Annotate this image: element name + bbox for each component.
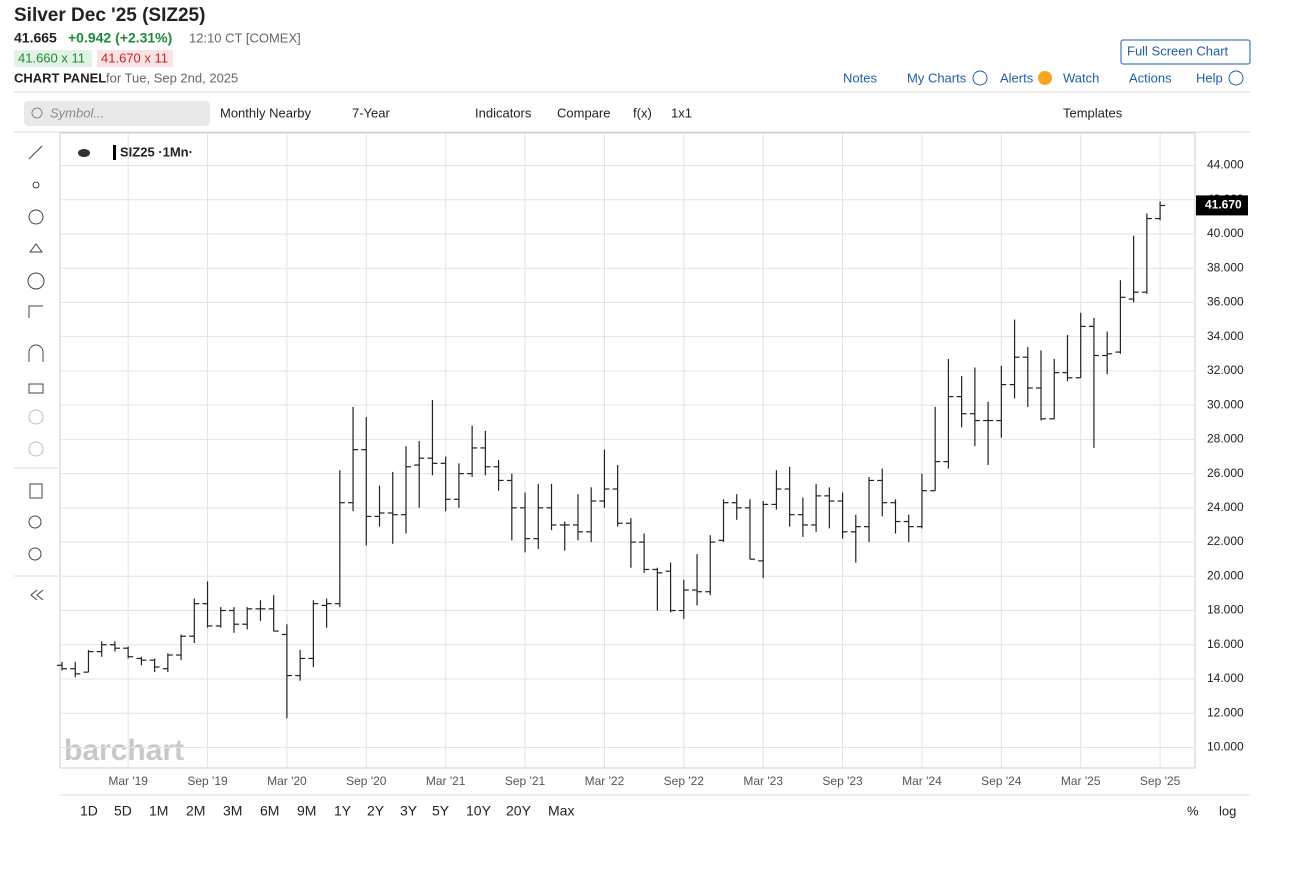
x-tick-label: Mar '22	[585, 774, 625, 788]
x-tick-label: Mar '21	[426, 774, 466, 788]
y-tick-label: 16.000	[1207, 637, 1244, 651]
full-screen-button[interactable]	[1120, 39, 1251, 65]
help[interactable]: Help	[1196, 70, 1223, 85]
ask: 41.670 x 11	[101, 50, 168, 65]
notes[interactable]: Notes	[843, 70, 877, 85]
ask-box	[97, 50, 173, 67]
tool-indicators[interactable]: Indicators	[475, 105, 532, 120]
x-tick-label: Mar '20	[267, 774, 307, 788]
y-tick-label: 26.000	[1207, 466, 1244, 480]
y-tick-label: 18.000	[1207, 603, 1244, 617]
panel: CHART PANEL	[14, 70, 106, 85]
range-button[interactable]: 1Y	[334, 803, 352, 819]
x-tick-label: Mar '25	[1061, 774, 1101, 788]
tool-compare[interactable]: Compare	[557, 105, 610, 120]
bid: 41.660 x 11	[18, 50, 85, 65]
range-button[interactable]: Max	[548, 803, 574, 819]
percent[interactable]: %	[1187, 803, 1199, 818]
x-tick-label: Sep '25	[1140, 774, 1181, 788]
range-button[interactable]: 1D	[80, 803, 98, 819]
range-button[interactable]: 3Y	[400, 803, 418, 819]
x-tick-label: Sep '20	[346, 774, 387, 788]
legend-swatch	[113, 145, 116, 160]
x-tick-label: Mar '19	[108, 774, 148, 788]
price-tag-label: 41.670	[1205, 198, 1242, 212]
range-button[interactable]: 6M	[260, 803, 279, 819]
actions[interactable]: Actions	[1129, 70, 1172, 85]
x-tick-label: Sep '19	[187, 774, 228, 788]
eye-icon	[78, 149, 90, 157]
help-icon	[1228, 70, 1244, 86]
plot-frame	[59, 132, 1196, 769]
full-screen-label[interactable]: Full Screen Chart	[1127, 43, 1229, 58]
y-tick-label: 40.000	[1207, 226, 1244, 240]
y-tick-label: 28.000	[1207, 432, 1244, 446]
range-button[interactable]: 1M	[149, 803, 168, 819]
symbol-box[interactable]	[24, 101, 210, 126]
title: Silver Dec '25 (SIZ25)	[14, 5, 205, 26]
price-tag	[1196, 195, 1248, 216]
range-button[interactable]: 5D	[114, 803, 132, 819]
y-tick-label: 22.000	[1207, 534, 1244, 548]
alerts[interactable]: Alerts	[1000, 70, 1034, 85]
x-tick-label: Mar '23	[743, 774, 783, 788]
x-tick-label: Sep '21	[505, 774, 546, 788]
y-tick-label: 32.000	[1207, 363, 1244, 377]
y-tick-label: 34.000	[1207, 329, 1244, 343]
watch[interactable]: Watch	[1063, 70, 1099, 85]
legend: SIZ25 ·1Mn·	[120, 144, 193, 159]
symbol-placeholder[interactable]: Symbol...	[50, 105, 104, 120]
range-button[interactable]: 3M	[223, 803, 242, 819]
y-tick-label: 30.000	[1207, 397, 1244, 411]
y-tick-label: 12.000	[1207, 705, 1244, 719]
y-tick-label: 24.000	[1207, 500, 1244, 514]
templates[interactable]: Templates	[1063, 105, 1123, 120]
left-tools	[27, 145, 45, 601]
change: +0.942 (+2.31%)	[68, 30, 172, 46]
range-button[interactable]: 2M	[186, 803, 205, 819]
last-price: 41.665	[14, 30, 57, 46]
range-button[interactable]: 10Y	[466, 803, 492, 819]
bid-box	[14, 50, 92, 67]
x-tick-label: Sep '24	[981, 774, 1022, 788]
range-button[interactable]: 2Y	[367, 803, 385, 819]
y-tick-label: 44.000	[1207, 158, 1244, 172]
range-button[interactable]: 9M	[297, 803, 316, 819]
range-button[interactable]: 20Y	[506, 803, 532, 819]
panel-date: for Tue, Sep 2nd, 2025	[106, 70, 238, 85]
y-tick-label: 10.000	[1207, 740, 1244, 754]
x-tick-label: Mar '24	[902, 774, 942, 788]
tool-layout[interactable]: 1x1	[671, 105, 692, 120]
y-tick-label: 14.000	[1207, 671, 1244, 685]
y-tick-label: 38.000	[1207, 260, 1244, 274]
tool-fx[interactable]: f(x)	[633, 105, 652, 120]
tool-period[interactable]: Monthly Nearby	[220, 105, 312, 120]
x-tick-label: Sep '23	[822, 774, 863, 788]
y-tick-label: 36.000	[1207, 295, 1244, 309]
alert-icon	[1038, 71, 1052, 85]
y-tick-label: 20.000	[1207, 568, 1244, 582]
x-tick-label: Sep '22	[664, 774, 705, 788]
log[interactable]: log	[1219, 803, 1236, 818]
time: 12:10 CT [COMEX]	[189, 30, 301, 45]
plus-icon	[972, 70, 988, 86]
tool-range[interactable]: 7-Year	[352, 105, 390, 120]
range-button[interactable]: 5Y	[432, 803, 450, 819]
my-charts[interactable]: My Charts	[907, 70, 967, 85]
search-icon	[31, 107, 43, 119]
watermark: barchart	[64, 734, 184, 767]
